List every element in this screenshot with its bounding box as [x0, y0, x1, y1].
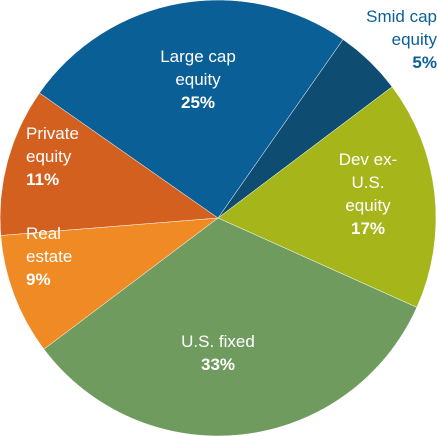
- slice-label: Real estate 9%: [26, 222, 86, 291]
- value-label: 25%: [180, 93, 216, 112]
- category-label: U.S. fixed: [181, 332, 255, 351]
- slice-label: Dev ex-U.S. equity 17%: [333, 148, 403, 240]
- category-label: Dev ex-U.S. equity: [338, 150, 398, 215]
- pie-slice: [0, 217, 219, 350]
- slice-label: Large cap equity 25%: [148, 45, 248, 114]
- value-label: 33%: [200, 355, 236, 374]
- slice-label: Private equity 11%: [26, 122, 96, 191]
- category-label: Real estate: [26, 224, 73, 266]
- value-label: 11%: [26, 170, 60, 189]
- category-label: Smid cap equity: [366, 7, 437, 49]
- value-label: 9%: [26, 270, 51, 289]
- slice-label: U.S. fixed 33%: [143, 330, 293, 376]
- value-label: 5%: [412, 53, 437, 72]
- category-label: Large cap equity: [160, 47, 236, 89]
- pie-slice: [0, 92, 219, 236]
- pie-slice: [39, 0, 344, 219]
- pie-slice: [43, 217, 418, 436]
- value-label: 17%: [350, 219, 386, 238]
- pie-slice: [217, 86, 437, 308]
- slice-label: Smid cap equity 5%: [357, 5, 437, 74]
- category-label: Private equity: [26, 124, 79, 166]
